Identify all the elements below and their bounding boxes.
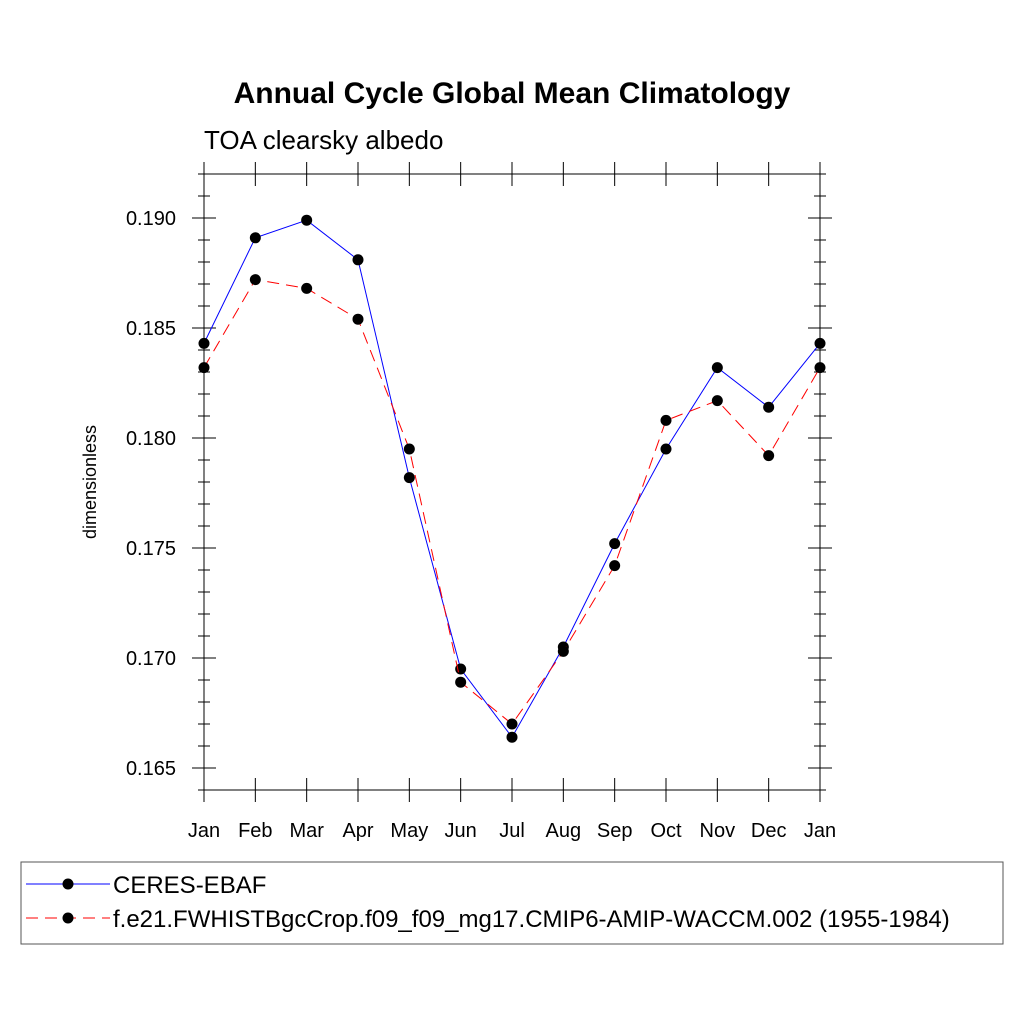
y-tick-label: 0.165 <box>126 758 176 780</box>
data-point <box>557 645 569 657</box>
y-tick-label: 0.180 <box>126 428 176 450</box>
axis-ticks: Jan Feb Mar Apr May Jun Jul Aug Sep Oct Nov Dec Jan 0… <box>126 162 836 842</box>
data-point <box>352 254 364 266</box>
y-tick-label: 0.190 <box>126 208 176 230</box>
x-tick-label: Jul <box>499 820 525 842</box>
series-line-0 <box>203 219 821 739</box>
series-layer <box>198 214 826 743</box>
plot-frame <box>203 173 821 791</box>
data-point <box>763 450 775 462</box>
x-tick-label: May <box>390 820 428 842</box>
series-line-1 <box>203 279 821 725</box>
data-point <box>660 414 672 426</box>
data-point <box>403 443 415 455</box>
x-tick-label: Oct <box>650 820 682 842</box>
data-point <box>301 214 313 226</box>
chart-subtitle: TOA clearsky albedo <box>204 125 443 155</box>
data-point <box>609 560 621 572</box>
data-point <box>249 274 261 286</box>
data-point <box>711 362 723 374</box>
x-tick-label: Mar <box>289 820 324 842</box>
x-tick-label: Jan <box>188 820 220 842</box>
data-point <box>352 313 364 325</box>
legend-marker-0 <box>62 878 74 890</box>
x-tick-label: Nov <box>700 820 736 842</box>
series-1 <box>198 274 826 730</box>
data-point <box>814 362 826 374</box>
x-tick-label: Sep <box>597 820 633 842</box>
data-point <box>403 472 415 484</box>
x-tick-label: Dec <box>751 820 787 842</box>
legend-box <box>20 861 1004 945</box>
data-point <box>249 232 261 244</box>
data-point <box>814 337 826 349</box>
legend-label-0: CERES-EBAF <box>113 872 266 899</box>
x-tick-label: Jan <box>804 820 836 842</box>
x-tick-label: Aug <box>546 820 582 842</box>
y-axis-label: dimensionless <box>80 425 100 539</box>
x-tick-label: Feb <box>238 820 272 842</box>
y-tick-label: 0.175 <box>126 538 176 560</box>
legend-label-1: f.e21.FWHISTBgcCrop.f09_f09_mg17.CMIP6-A… <box>113 906 950 933</box>
data-point <box>506 731 518 743</box>
data-point <box>711 395 723 407</box>
data-point <box>763 401 775 413</box>
chart-title: Annual Cycle Global Mean Climatology <box>234 77 791 110</box>
data-point <box>660 443 672 455</box>
legend: CERES-EBAF f.e21.FWHISTBgcCrop.f09_f09_mg… <box>26 872 950 933</box>
data-point <box>198 337 210 349</box>
data-point <box>506 718 518 730</box>
data-point <box>301 282 313 294</box>
x-tick-label: Apr <box>342 820 373 842</box>
legend-marker-1 <box>62 912 74 924</box>
data-point <box>455 676 467 688</box>
y-tick-label: 0.170 <box>126 648 176 670</box>
series-0 <box>198 214 826 743</box>
data-point <box>198 362 210 374</box>
y-tick-label: 0.185 <box>126 318 176 340</box>
data-point <box>609 538 621 550</box>
x-tick-label: Jun <box>445 820 477 842</box>
